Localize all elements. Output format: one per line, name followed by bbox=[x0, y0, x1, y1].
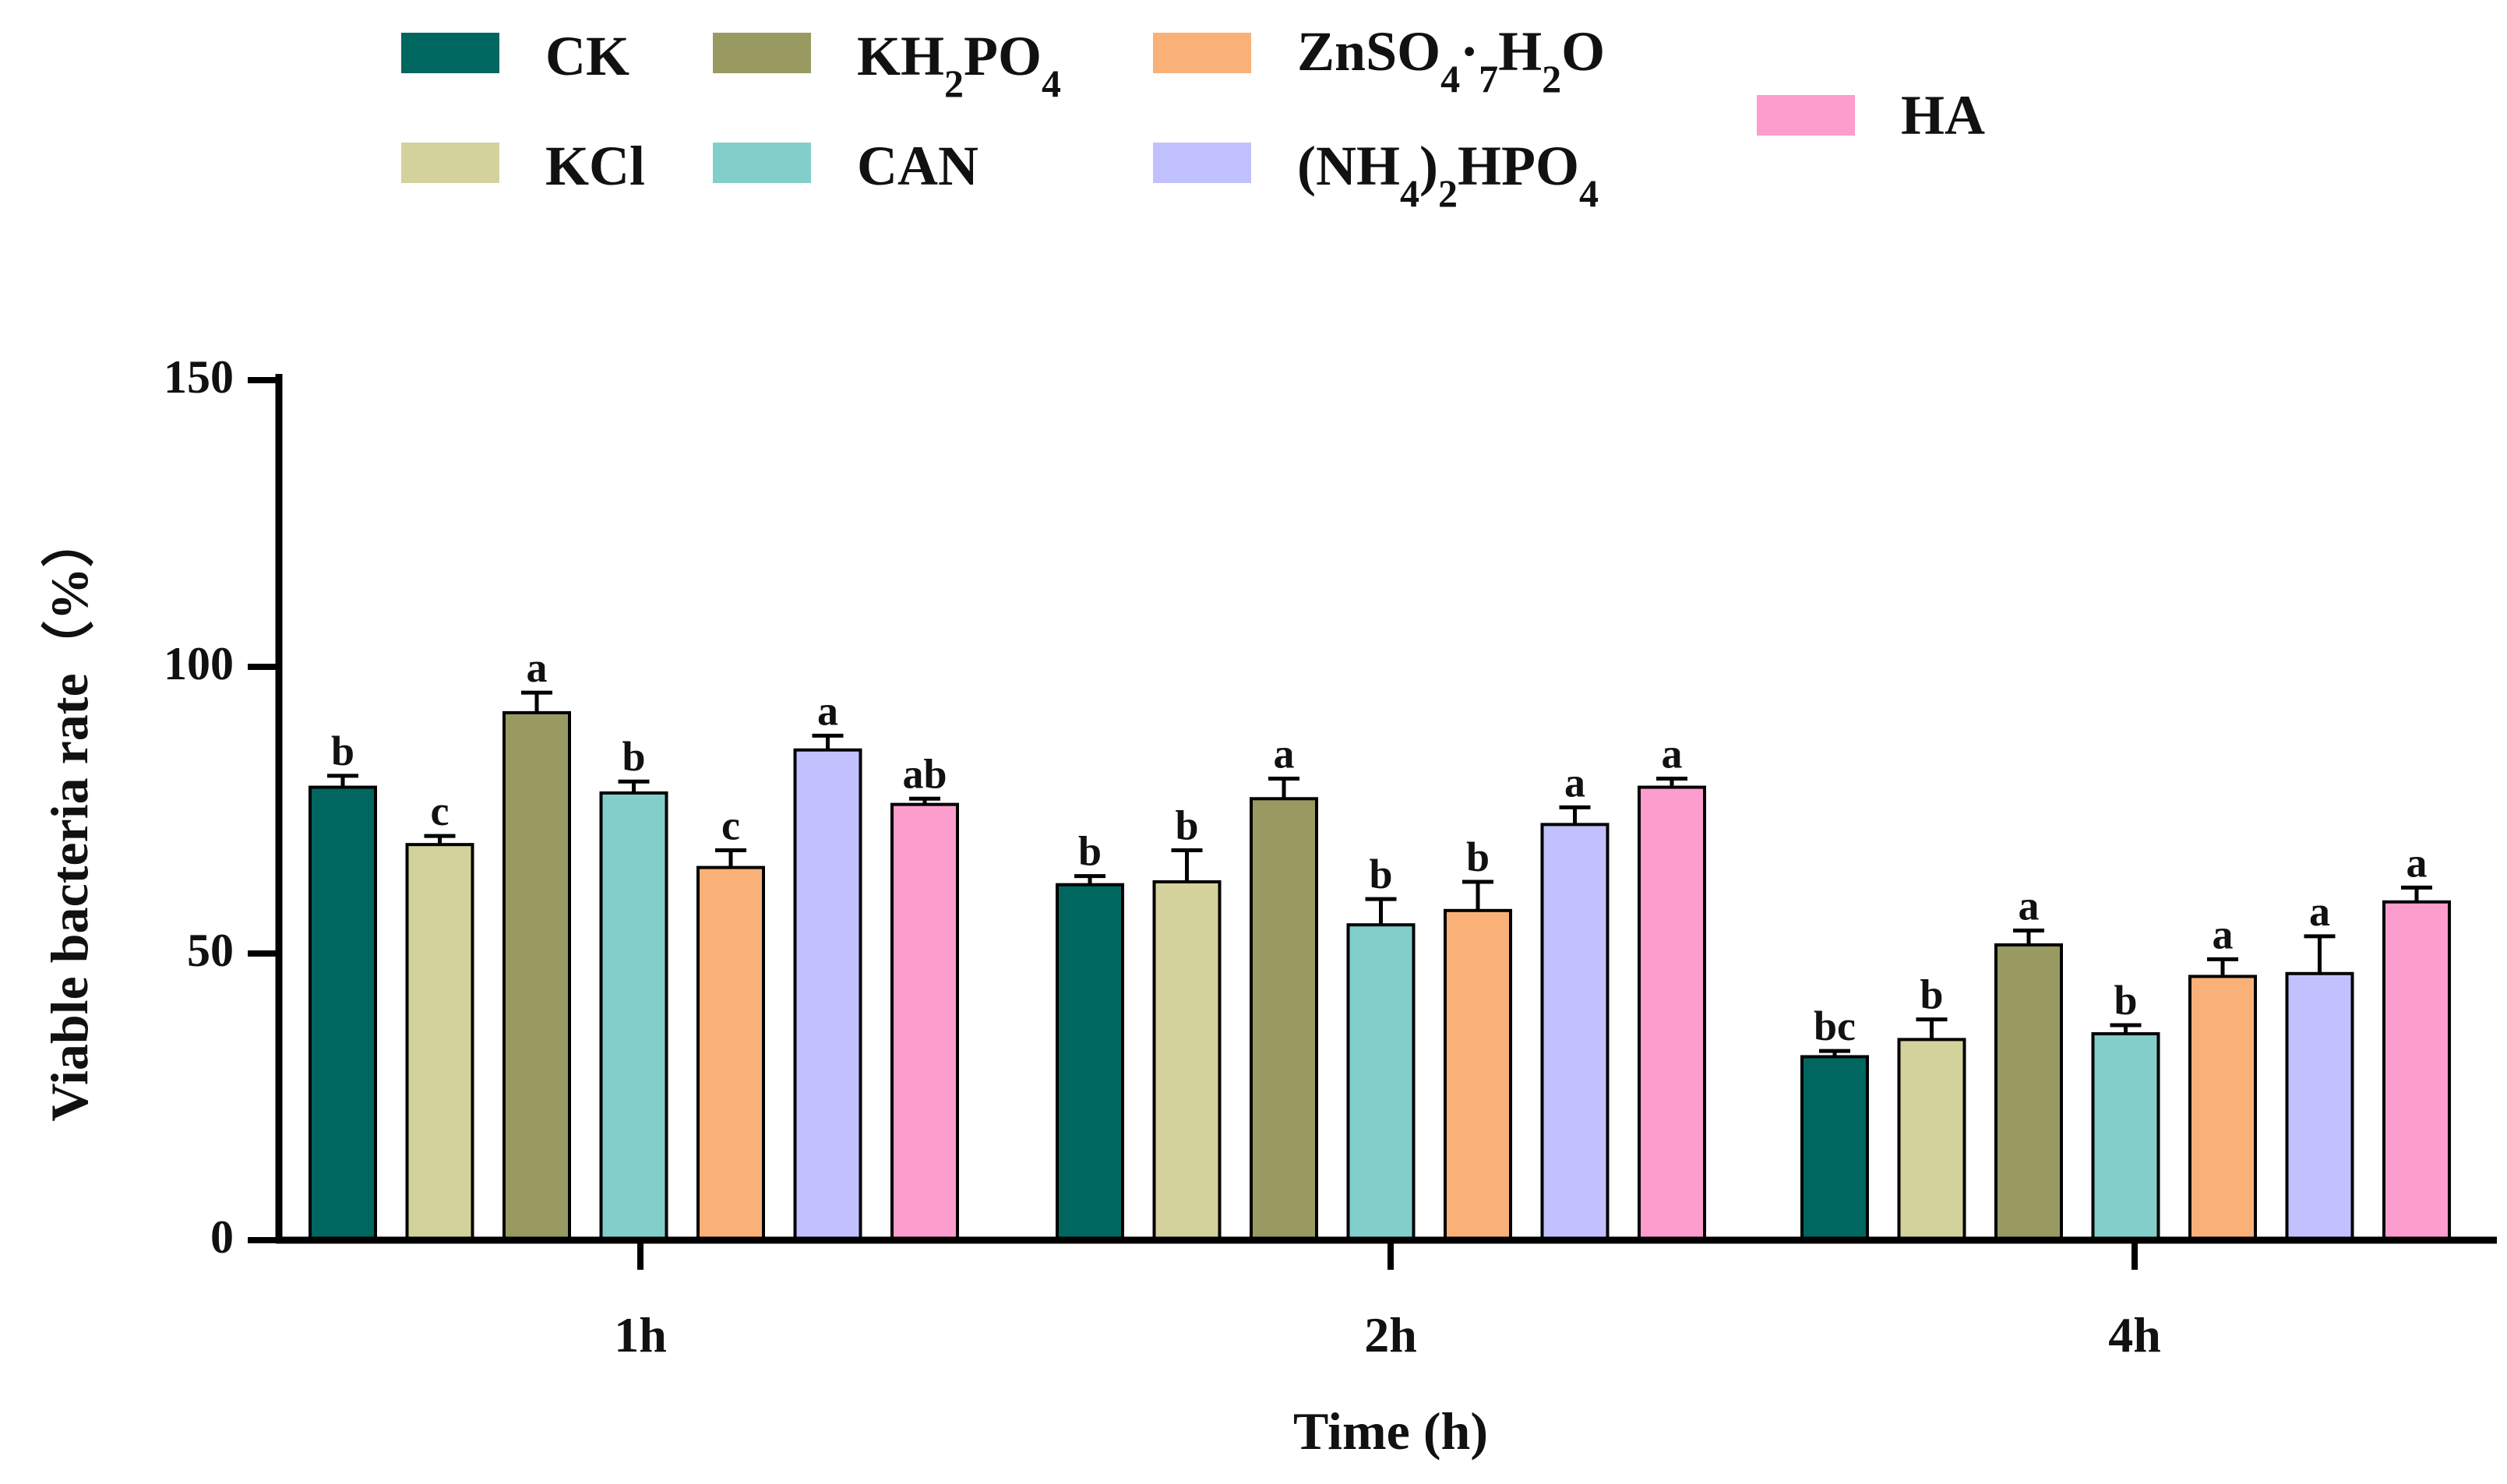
significance-label: b bbox=[2114, 977, 2137, 1024]
legend-item-znso4: ZnSO4·7H2O bbox=[1153, 20, 1605, 100]
x-axis-title: Time (h) bbox=[1293, 1401, 1488, 1461]
legend-label-kh2po4: KH2PO4 bbox=[857, 25, 1061, 105]
bar bbox=[1638, 785, 1706, 1242]
legend-item-nh4-2hpo4: (NH4)2HPO4 bbox=[1153, 135, 1599, 215]
legend-label-ck: CK bbox=[545, 25, 629, 87]
bar bbox=[2382, 900, 2451, 1242]
legend-label-can: CAN bbox=[857, 135, 978, 197]
legend-swatch-kcl bbox=[401, 143, 499, 183]
x-category-label: 4h bbox=[2108, 1307, 2161, 1362]
significance-label: b bbox=[1369, 851, 1392, 897]
bar bbox=[1444, 908, 1512, 1243]
legend-swatch-can bbox=[713, 143, 811, 183]
bar bbox=[2091, 1032, 2160, 1243]
x-category-label: 1h bbox=[614, 1307, 667, 1362]
y-axis-title: Viable bacteria rate（%） bbox=[40, 514, 99, 1121]
legend-label-kcl: KCl bbox=[545, 135, 645, 197]
bar bbox=[502, 710, 571, 1242]
bar bbox=[1800, 1055, 1869, 1242]
significance-label: a bbox=[2019, 883, 2040, 929]
significance-label: a bbox=[2407, 839, 2428, 886]
y-tick-label: 50 bbox=[187, 925, 234, 976]
bar bbox=[1250, 797, 1318, 1242]
significance-label: a bbox=[2213, 911, 2234, 957]
bar bbox=[405, 843, 474, 1243]
significance-label: a bbox=[817, 687, 838, 734]
bar bbox=[1540, 823, 1610, 1242]
x-category-label: 2h bbox=[1364, 1307, 1417, 1362]
bar bbox=[1897, 1038, 1966, 1243]
bar bbox=[309, 785, 377, 1242]
y-tick-label: 100 bbox=[164, 638, 234, 689]
significance-label: c bbox=[721, 802, 740, 849]
legend-label-ha: HA bbox=[1901, 84, 1985, 146]
legend-item-ck: CK bbox=[401, 25, 629, 87]
legend-swatch-kh2po4 bbox=[713, 33, 811, 73]
legend-item-kh2po4: KH2PO4 bbox=[713, 25, 1061, 105]
bar bbox=[1152, 880, 1222, 1242]
legend-swatch-ha bbox=[1757, 95, 1855, 136]
significance-label: b bbox=[1466, 834, 1490, 880]
legend-swatch-znso4 bbox=[1153, 33, 1251, 73]
legend-swatch-ck bbox=[401, 33, 499, 73]
significance-label: a bbox=[1564, 759, 1585, 805]
bar bbox=[1994, 943, 2063, 1242]
bar bbox=[1346, 923, 1416, 1242]
significance-label: b bbox=[1920, 971, 1943, 1018]
bar bbox=[793, 748, 862, 1242]
bar bbox=[599, 791, 668, 1242]
significance-label: b bbox=[1175, 802, 1198, 849]
legend-label-nh4-2hpo4: (NH4)2HPO4 bbox=[1297, 135, 1599, 215]
legend-item-kcl: KCl bbox=[401, 135, 645, 197]
significance-label: a bbox=[1662, 731, 1683, 777]
significance-label: a bbox=[2309, 888, 2330, 935]
significance-label: b bbox=[622, 733, 645, 780]
legend: CK KCl KH2PO4 CAN ZnSO4·7H2O (NH4)2HPO4 … bbox=[401, 20, 1985, 215]
significance-label: a bbox=[1274, 731, 1295, 777]
legend-item-ha: HA bbox=[1757, 84, 1985, 146]
bar bbox=[2188, 975, 2257, 1242]
bar bbox=[1056, 883, 1124, 1243]
bar bbox=[696, 865, 765, 1242]
legend-swatch-nh4-2hpo4 bbox=[1153, 143, 1251, 183]
significance-label: ab bbox=[902, 750, 947, 797]
y-tick-label: 0 bbox=[210, 1211, 234, 1263]
significance-label: a bbox=[527, 644, 548, 691]
significance-label: c bbox=[431, 788, 450, 834]
legend-label-znso4: ZnSO4·7H2O bbox=[1297, 20, 1605, 100]
legend-item-can: CAN bbox=[713, 135, 978, 197]
significance-label: b bbox=[1078, 828, 1102, 875]
significance-label: bc bbox=[1814, 1003, 1856, 1049]
significance-label: b bbox=[331, 728, 354, 774]
y-tick-label: 150 bbox=[164, 351, 234, 403]
axes bbox=[248, 374, 2497, 1270]
bar bbox=[2285, 971, 2354, 1242]
bar bbox=[890, 802, 959, 1242]
